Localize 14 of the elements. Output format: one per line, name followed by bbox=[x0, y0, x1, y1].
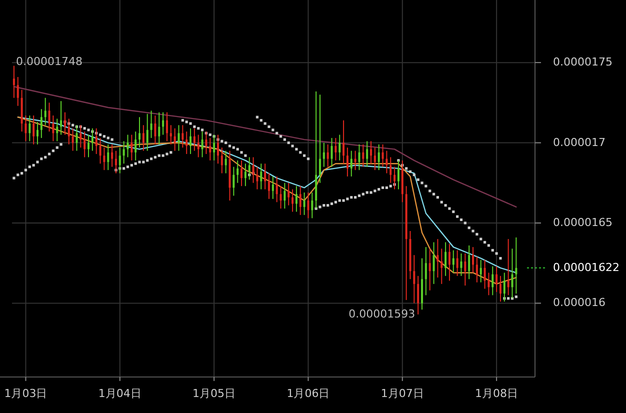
x-tick-label: 1月07日 bbox=[380, 387, 424, 400]
y-tick-label: 0.0000165 bbox=[553, 216, 612, 230]
x-tick-label: 1月08日 bbox=[475, 387, 518, 400]
ref-line: 0.00001622 bbox=[526, 260, 620, 274]
y-tick-label: 0.000016 bbox=[553, 296, 606, 310]
annotation: 0.00001593 bbox=[348, 307, 416, 320]
annotation: 0.00001748 bbox=[16, 54, 82, 68]
x-tick-label: 1月05日 bbox=[192, 387, 236, 400]
x-tick-label: 1月03日 bbox=[4, 387, 48, 400]
x-tick-label: 1月06日 bbox=[286, 387, 330, 400]
y-tick-label: 0.000017 bbox=[553, 136, 606, 149]
y-tick-label: 0.0000175 bbox=[553, 56, 612, 69]
x-tick-label: 1月04日 bbox=[98, 387, 142, 400]
ref-line-label: 0.00001622 bbox=[553, 260, 620, 274]
